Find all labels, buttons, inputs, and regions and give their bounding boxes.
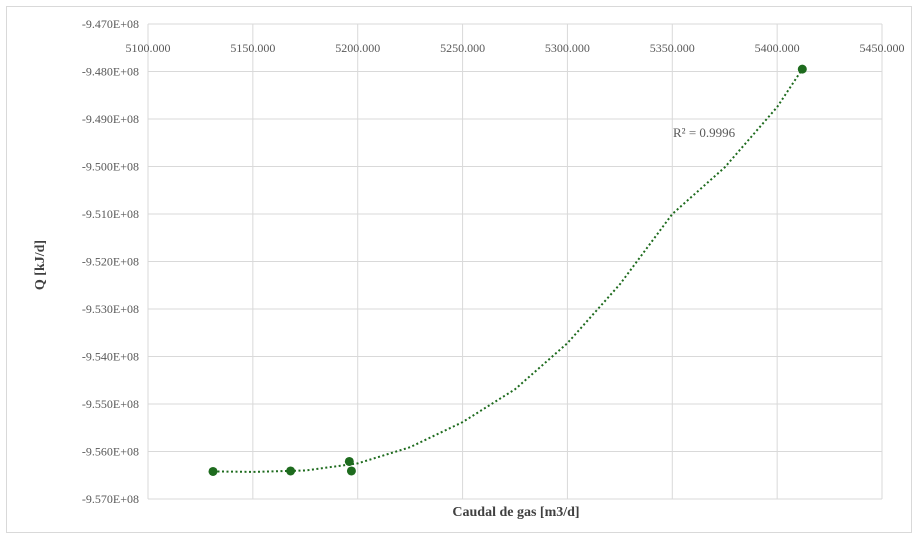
x-tick-label: 5100.000 xyxy=(126,41,171,55)
data-point xyxy=(208,466,218,476)
y-tick-label: -9.470E+08 xyxy=(82,17,139,31)
y-tick-label: -9.510E+08 xyxy=(82,207,139,221)
data-points xyxy=(208,64,807,476)
y-tick-label: -9.530E+08 xyxy=(82,302,139,316)
y-tick-label: -9.560E+08 xyxy=(82,445,139,459)
x-tick-labels: 5100.000 5150.000 5200.000 5250.000 5300.000… xyxy=(126,41,905,55)
r-squared-label: R² = 0.9996 xyxy=(673,125,736,140)
x-tick-label: 5450.000 xyxy=(860,41,905,55)
data-point xyxy=(286,466,296,476)
x-tick-label: 5250.000 xyxy=(440,41,485,55)
y-tick-label: -9.570E+08 xyxy=(82,492,139,506)
y-axis-title: Q [kJ/d] xyxy=(33,240,48,290)
x-tick-label: 5350.000 xyxy=(650,41,695,55)
y-tick-label: -9.480E+08 xyxy=(82,65,139,79)
y-tick-label: -9.540E+08 xyxy=(82,350,139,364)
chart-area xyxy=(6,6,912,533)
y-tick-label: -9.500E+08 xyxy=(82,160,139,174)
x-tick-label: 5400.000 xyxy=(755,41,800,55)
data-point xyxy=(797,64,807,74)
trendline xyxy=(212,68,804,473)
data-point xyxy=(344,456,354,466)
data-point xyxy=(346,466,356,476)
x-tick-label: 5300.000 xyxy=(545,41,590,55)
y-tick-label: -9.490E+08 xyxy=(82,112,139,126)
x-axis-title: Caudal de gas [m3/d] xyxy=(452,505,579,520)
x-tick-label: 5200.000 xyxy=(335,41,380,55)
y-tick-label: -9.520E+08 xyxy=(82,255,139,269)
x-tick-label: 5150.000 xyxy=(230,41,275,55)
y-tick-labels: -9.470E+08 -9.480E+08 -9.490E+08 -9.500E+08… xyxy=(82,17,139,506)
gridlines xyxy=(147,23,883,500)
y-tick-label: -9.550E+08 xyxy=(82,397,139,411)
